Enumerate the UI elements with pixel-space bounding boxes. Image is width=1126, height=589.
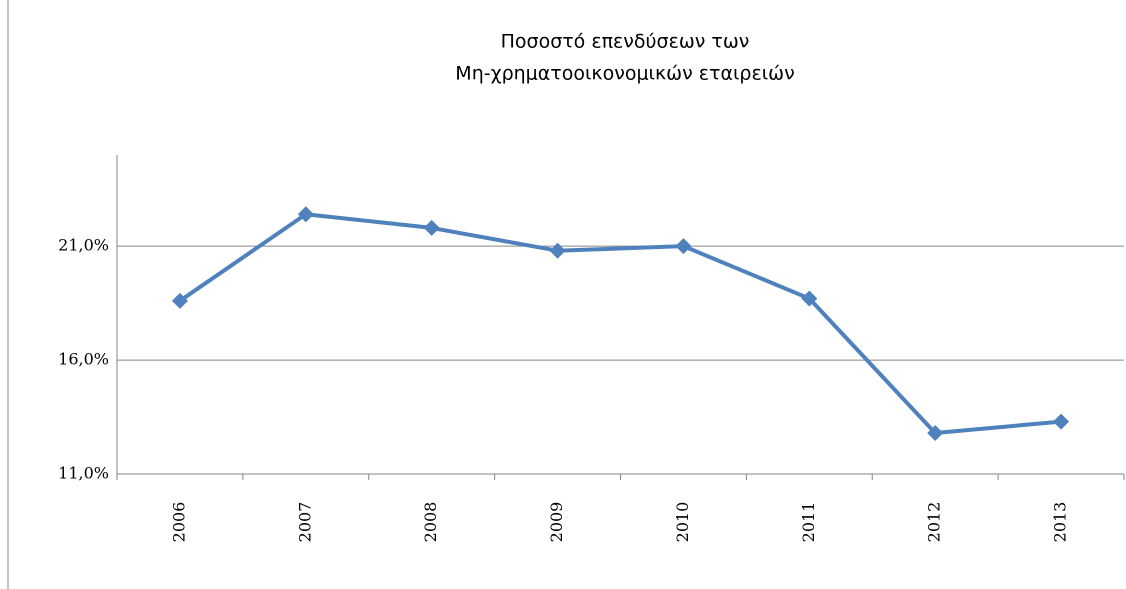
x-tick-label: 2010 xyxy=(673,502,692,543)
marker xyxy=(801,290,818,307)
chart-frame xyxy=(7,0,9,589)
x-tick-label: 2007 xyxy=(295,502,314,543)
x-tick-label: 2013 xyxy=(1051,502,1070,543)
marker xyxy=(1053,413,1070,430)
y-tick-label: 11,0% xyxy=(58,464,109,483)
y-tick-label: 21,0% xyxy=(58,236,109,255)
marker xyxy=(171,292,188,309)
marker xyxy=(423,219,440,236)
chart-title: Μη-χρηματοοικονομικών εταιρειών xyxy=(455,63,794,85)
x-tick-label: 2006 xyxy=(169,502,188,543)
series-line xyxy=(178,212,1062,435)
marker xyxy=(675,238,692,255)
marker xyxy=(549,242,566,259)
x-tick-label: 2011 xyxy=(799,502,818,543)
marker xyxy=(297,206,314,223)
y-tick-label: 16,0% xyxy=(58,350,109,369)
x-tick-label: 2008 xyxy=(421,502,440,543)
x-tick-label: 2012 xyxy=(925,502,944,543)
x-tick-label: 2009 xyxy=(547,502,566,543)
marker xyxy=(927,424,944,441)
chart-title: Ποσοστό επενδύσεων των xyxy=(501,31,750,53)
